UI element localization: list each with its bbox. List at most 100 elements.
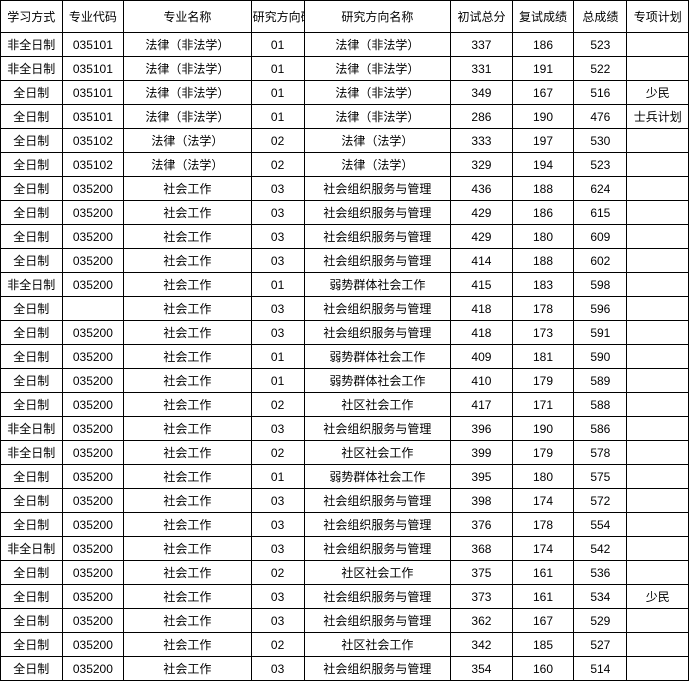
cell-dir_code: 01: [251, 345, 304, 369]
admissions-table-container: 学习方式专业代码专业名称研究方向码研究方向名称初试总分复试成绩总成绩专项计划 非…: [0, 0, 689, 681]
table-row: 全日制035101法律（非法学）01法律（非法学）286190476士兵计划: [1, 105, 689, 129]
cell-prelim: 373: [451, 585, 513, 609]
cell-plan: 少民: [627, 81, 689, 105]
cell-prelim: 415: [451, 273, 513, 297]
header-retest: 复试成绩: [512, 1, 574, 33]
cell-dir_code: 03: [251, 177, 304, 201]
table-row: 非全日制035101法律（非法学）01法律（非法学）337186523: [1, 33, 689, 57]
cell-study_mode: 非全日制: [1, 537, 63, 561]
cell-study_mode: 全日制: [1, 105, 63, 129]
cell-study_mode: 非全日制: [1, 273, 63, 297]
cell-major_code: 035200: [62, 489, 124, 513]
table-row: 全日制035102法律（法学）02法律（法学）329194523: [1, 153, 689, 177]
cell-prelim: 286: [451, 105, 513, 129]
cell-retest: 179: [512, 369, 574, 393]
cell-dir_code: 02: [251, 633, 304, 657]
cell-retest: 174: [512, 537, 574, 561]
cell-major_name: 社会工作: [124, 225, 251, 249]
cell-total: 523: [574, 33, 627, 57]
header-dir_name: 研究方向名称: [304, 1, 451, 33]
cell-dir_code: 03: [251, 201, 304, 225]
cell-total: 586: [574, 417, 627, 441]
cell-retest: 180: [512, 225, 574, 249]
cell-plan: [627, 153, 689, 177]
cell-total: 554: [574, 513, 627, 537]
cell-prelim: 399: [451, 441, 513, 465]
cell-total: 527: [574, 633, 627, 657]
cell-retest: 190: [512, 105, 574, 129]
cell-dir_name: 社会组织服务与管理: [304, 297, 451, 321]
cell-major_name: 社会工作: [124, 345, 251, 369]
cell-total: 624: [574, 177, 627, 201]
cell-retest: 178: [512, 297, 574, 321]
cell-prelim: 349: [451, 81, 513, 105]
cell-major_name: 社会工作: [124, 657, 251, 681]
cell-dir_name: 社会组织服务与管理: [304, 657, 451, 681]
cell-major_code: 035200: [62, 441, 124, 465]
cell-plan: [627, 321, 689, 345]
cell-study_mode: 全日制: [1, 129, 63, 153]
cell-dir_name: 社区社会工作: [304, 633, 451, 657]
cell-retest: 188: [512, 249, 574, 273]
cell-total: 542: [574, 537, 627, 561]
cell-dir_name: 社区社会工作: [304, 561, 451, 585]
cell-retest: 191: [512, 57, 574, 81]
cell-plan: [627, 513, 689, 537]
cell-major_name: 社会工作: [124, 201, 251, 225]
cell-dir_code: 02: [251, 153, 304, 177]
cell-dir_name: 社会组织服务与管理: [304, 489, 451, 513]
cell-major_code: 035200: [62, 417, 124, 441]
cell-major_name: 法律（非法学）: [124, 81, 251, 105]
cell-major_name: 社会工作: [124, 489, 251, 513]
cell-major_code: 035200: [62, 369, 124, 393]
cell-prelim: 354: [451, 657, 513, 681]
cell-dir_name: 弱势群体社会工作: [304, 465, 451, 489]
cell-major_code: 035101: [62, 105, 124, 129]
cell-major_name: 社会工作: [124, 297, 251, 321]
cell-major_name: 社会工作: [124, 177, 251, 201]
cell-total: 572: [574, 489, 627, 513]
cell-retest: 186: [512, 201, 574, 225]
cell-dir_code: 03: [251, 513, 304, 537]
table-row: 非全日制035101法律（非法学）01法律（非法学）331191522: [1, 57, 689, 81]
table-row: 全日制035200社会工作03社会组织服务与管理414188602: [1, 249, 689, 273]
cell-plan: [627, 273, 689, 297]
cell-dir_code: 02: [251, 129, 304, 153]
table-header: 学习方式专业代码专业名称研究方向码研究方向名称初试总分复试成绩总成绩专项计划: [1, 1, 689, 33]
cell-plan: [627, 225, 689, 249]
cell-dir_code: 01: [251, 105, 304, 129]
cell-retest: 174: [512, 489, 574, 513]
cell-major_name: 社会工作: [124, 417, 251, 441]
cell-study_mode: 全日制: [1, 585, 63, 609]
cell-study_mode: 全日制: [1, 465, 63, 489]
table-row: 全日制035200社会工作03社会组织服务与管理418173591: [1, 321, 689, 345]
table-row: 全日制035200社会工作03社会组织服务与管理362167529: [1, 609, 689, 633]
cell-total: 615: [574, 201, 627, 225]
cell-total: 530: [574, 129, 627, 153]
cell-prelim: 429: [451, 201, 513, 225]
cell-major_name: 社会工作: [124, 321, 251, 345]
cell-dir_code: 01: [251, 273, 304, 297]
cell-dir_name: 弱势群体社会工作: [304, 273, 451, 297]
cell-retest: 197: [512, 129, 574, 153]
cell-prelim: 429: [451, 225, 513, 249]
table-row: 全日制035200社会工作03社会组织服务与管理429180609: [1, 225, 689, 249]
cell-major_code: 035101: [62, 81, 124, 105]
header-total: 总成绩: [574, 1, 627, 33]
table-row: 全日制035102法律（法学）02法律（法学）333197530: [1, 129, 689, 153]
cell-retest: 194: [512, 153, 574, 177]
table-row: 非全日制035200社会工作03社会组织服务与管理368174542: [1, 537, 689, 561]
table-row: 全日制035200社会工作03社会组织服务与管理373161534少民: [1, 585, 689, 609]
cell-major_name: 社会工作: [124, 513, 251, 537]
cell-retest: 181: [512, 345, 574, 369]
cell-retest: 180: [512, 465, 574, 489]
cell-plan: [627, 249, 689, 273]
cell-plan: [627, 633, 689, 657]
cell-retest: 161: [512, 561, 574, 585]
cell-dir_code: 03: [251, 249, 304, 273]
header-study_mode: 学习方式: [1, 1, 63, 33]
cell-major_code: 035200: [62, 345, 124, 369]
cell-major_name: 社会工作: [124, 249, 251, 273]
cell-study_mode: 全日制: [1, 153, 63, 177]
cell-study_mode: 全日制: [1, 345, 63, 369]
